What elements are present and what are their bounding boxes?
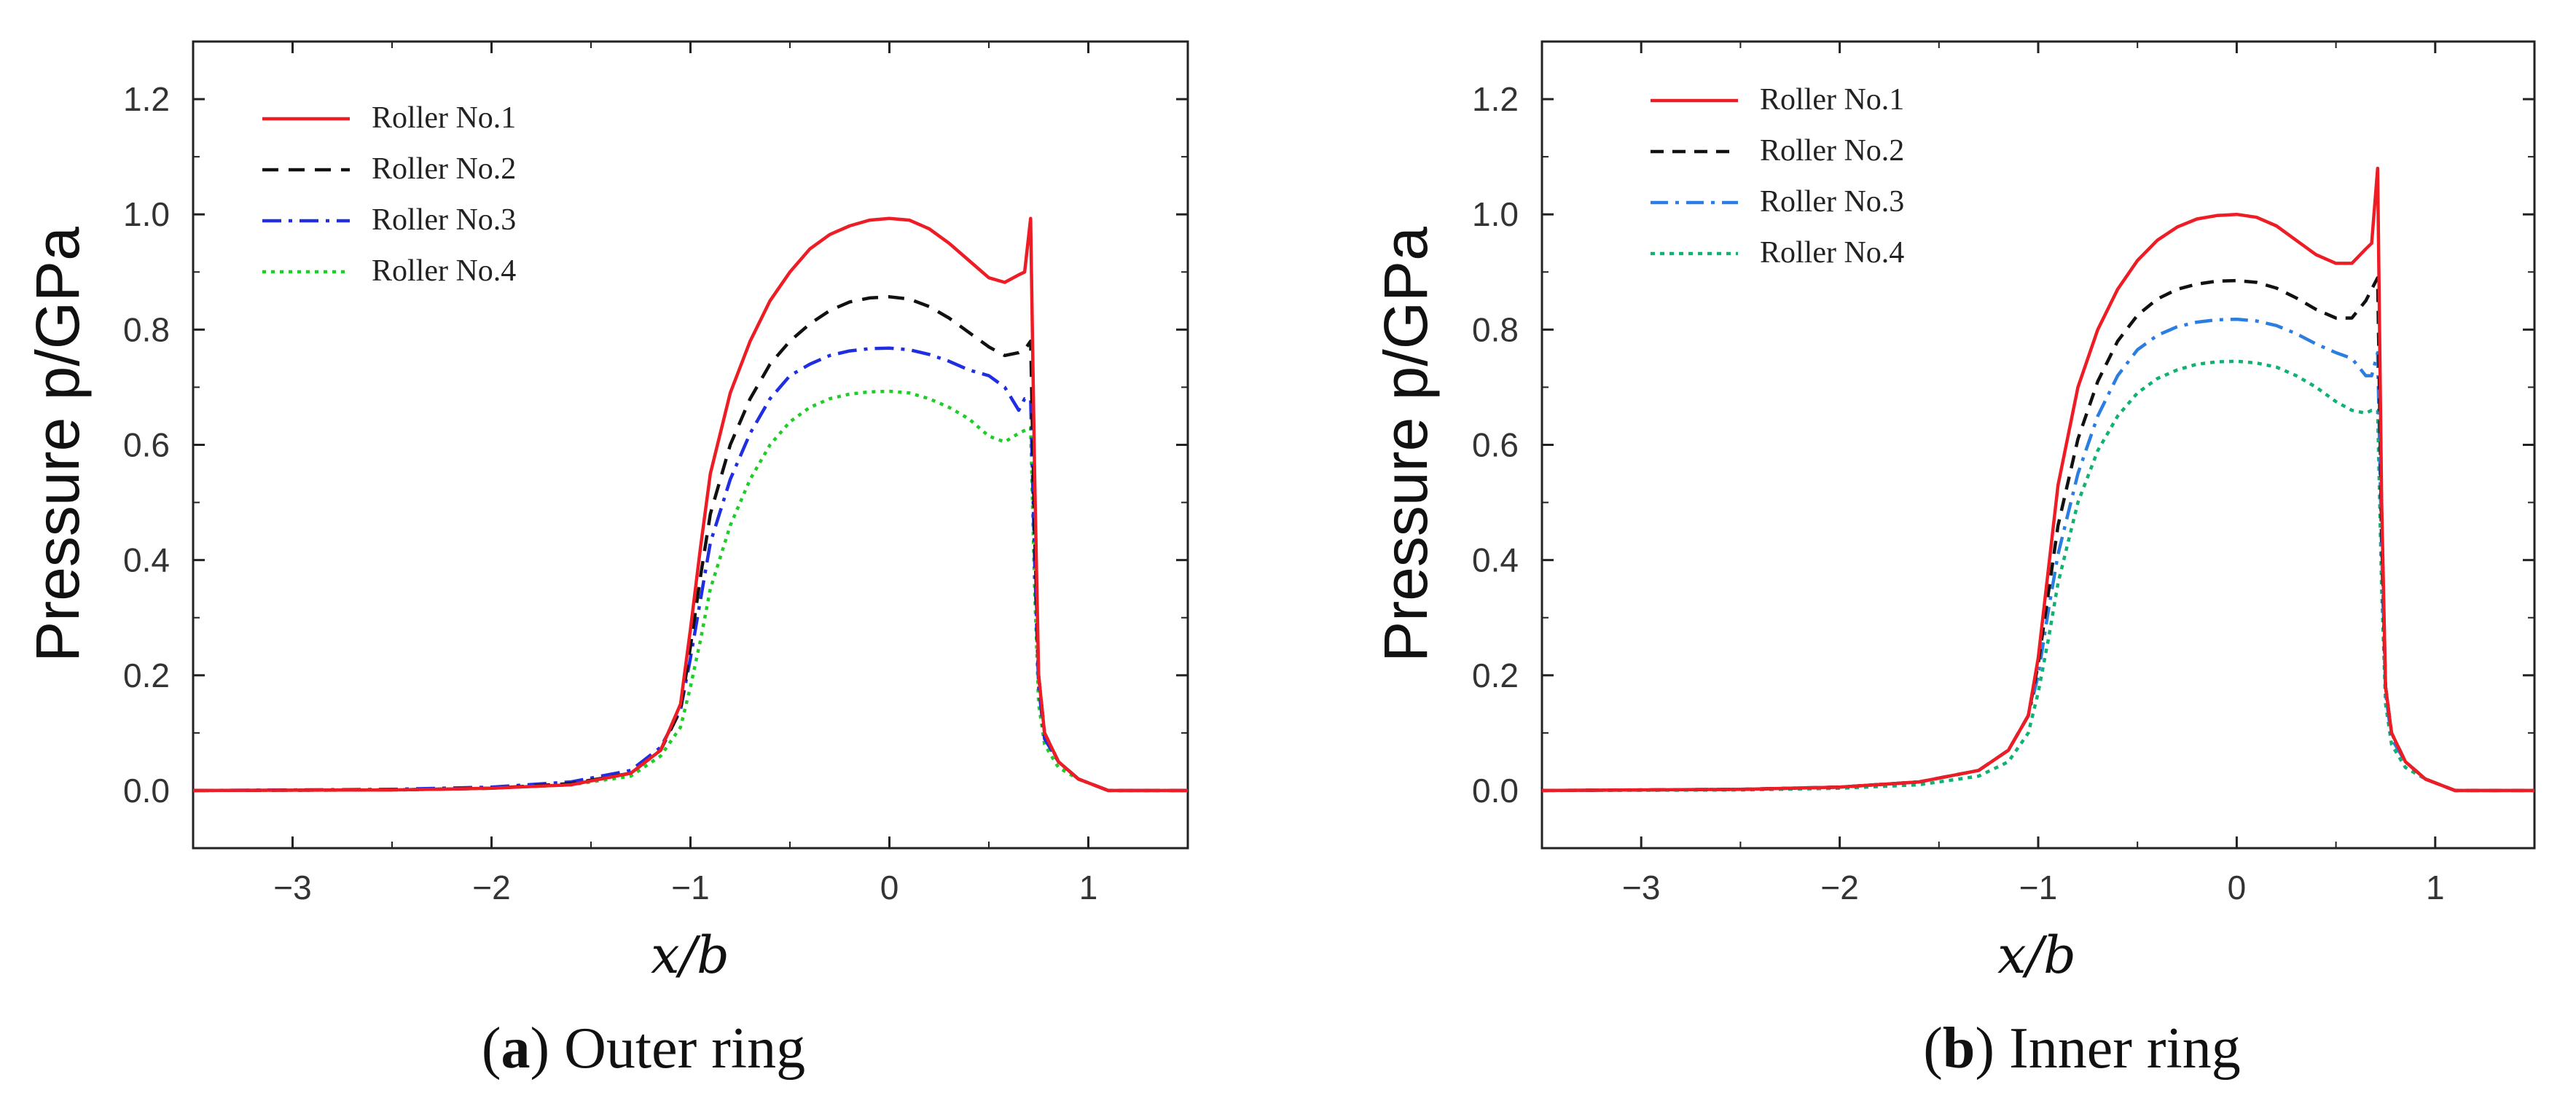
y-tick-label: 0.2 bbox=[1472, 657, 1519, 694]
y-tick-label: 0.8 bbox=[123, 310, 170, 348]
legend-label: Roller No.2 bbox=[1760, 134, 1904, 168]
chart-panel-a: 0.0 0.2 0.4 0.6 0.8 1.0 1.2 −3 −2 −1 0 1 Roller No… bbox=[23, 40, 1189, 1081]
x-tick-label: 0 bbox=[2228, 869, 2247, 906]
y-tick-label: 0.0 bbox=[1472, 772, 1519, 810]
x-axis-title: x/b bbox=[1997, 925, 2076, 985]
panel-caption-text: Outer ring bbox=[564, 1016, 805, 1081]
y-tick-label: 1.2 bbox=[1472, 80, 1519, 118]
x-ticks: −3 −2 −1 0 1 bbox=[192, 42, 1189, 906]
y-ticks: 0.0 0.2 0.4 0.6 0.8 1.0 1.2 bbox=[123, 80, 1188, 810]
legend-label: Roller No.4 bbox=[1760, 236, 1904, 270]
y-tick-label: 0.4 bbox=[123, 541, 170, 579]
x-tick-label: −2 bbox=[472, 869, 510, 906]
y-tick-label: 0.2 bbox=[123, 657, 170, 694]
y-tick-label: 0.6 bbox=[1472, 426, 1519, 464]
y-tick-label: 1.2 bbox=[123, 80, 170, 118]
x-tick-label: −3 bbox=[1622, 869, 1660, 906]
panel-caption-text: Inner ring bbox=[2009, 1016, 2241, 1081]
x-tick-label: −2 bbox=[1820, 869, 1858, 906]
y-tick-label: 0.4 bbox=[1472, 541, 1519, 579]
legend-label: Roller No.2 bbox=[372, 152, 516, 186]
legend-label: Roller No.3 bbox=[1760, 185, 1904, 219]
x-axis-title: x/b bbox=[651, 925, 729, 985]
legend-label: Roller No.3 bbox=[372, 203, 516, 237]
x-tick-label: −3 bbox=[273, 869, 311, 906]
x-tick-label: 1 bbox=[1079, 869, 1098, 906]
panel-caption: (b) Inner ring bbox=[1923, 1016, 2240, 1081]
y-tick-label: 0.8 bbox=[1472, 310, 1519, 348]
x-ticks: −3 −2 −1 0 1 bbox=[1541, 42, 2535, 906]
y-axis-title: Pressure p/GPa bbox=[23, 227, 92, 662]
x-tick-label: 0 bbox=[880, 869, 899, 906]
series-line-roller-no-1 bbox=[192, 216, 1188, 793]
legend: Roller No.1 Roller No.2 Roller No.3 Roller … bbox=[1651, 83, 1904, 270]
y-tick-label: 1.0 bbox=[123, 195, 170, 233]
y-tick-label: 0.6 bbox=[123, 426, 170, 464]
series-line-roller-no-4 bbox=[1541, 359, 2534, 793]
x-tick-label: −1 bbox=[671, 869, 709, 906]
x-tick-label: 1 bbox=[2426, 869, 2445, 906]
series-lines bbox=[1541, 166, 2534, 793]
chart-panel-b: 0.0 0.2 0.4 0.6 0.8 1.0 1.2 −3 −2 −1 0 1 Roller No… bbox=[1371, 40, 2536, 1081]
legend-label: Roller No.1 bbox=[1760, 83, 1904, 117]
panel-label: b bbox=[1943, 1016, 1976, 1081]
legend-label: Roller No.4 bbox=[372, 254, 516, 288]
y-axis-title: Pressure p/GPa bbox=[1371, 227, 1440, 662]
legend-label: Roller No.1 bbox=[372, 101, 516, 135]
y-ticks: 0.0 0.2 0.4 0.6 0.8 1.0 1.2 bbox=[1472, 80, 2534, 810]
legend: Roller No.1 Roller No.2 Roller No.3 Roller … bbox=[262, 101, 516, 288]
y-tick-label: 1.0 bbox=[1472, 195, 1519, 233]
series-lines bbox=[192, 216, 1188, 793]
series-line-roller-no-1 bbox=[1541, 166, 2534, 793]
x-tick-label: −1 bbox=[2019, 869, 2057, 906]
panel-caption: (a) Outer ring bbox=[482, 1016, 805, 1081]
y-tick-label: 0.0 bbox=[123, 772, 170, 810]
panel-label: a bbox=[501, 1016, 530, 1081]
